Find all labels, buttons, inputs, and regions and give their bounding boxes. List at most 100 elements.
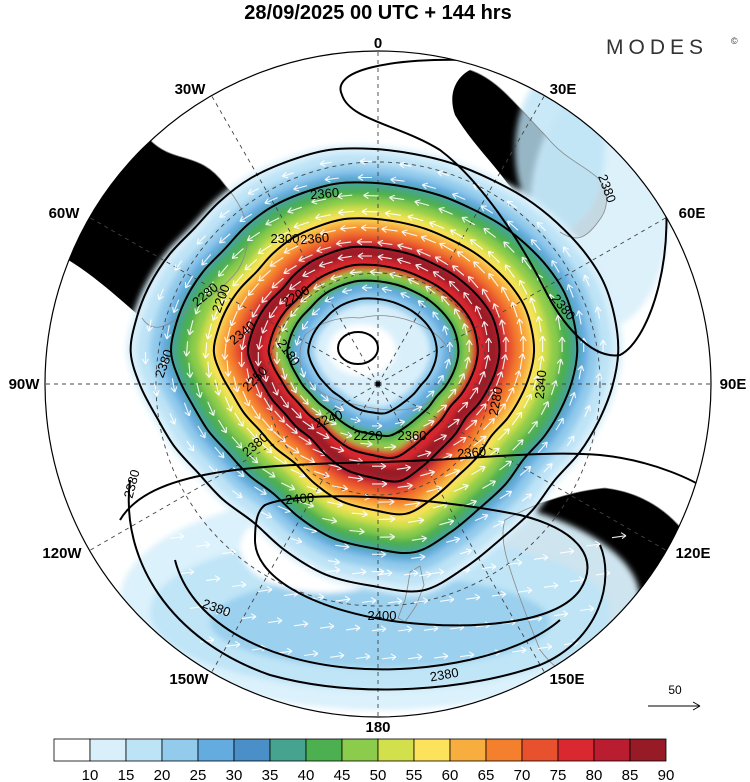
- wind-vector-arrow: [501, 354, 509, 370]
- contour-label: 2300: [271, 231, 300, 246]
- wind-vector-arrow: [195, 541, 211, 548]
- contour-label: 2220: [354, 428, 383, 443]
- wind-vector-arrow: [318, 261, 333, 268]
- wind-vector-arrow: [247, 188, 260, 195]
- wind-vector-arrow: [336, 192, 353, 200]
- wind-vector-arrow: [337, 254, 352, 262]
- wind-vector-arrow: [456, 251, 471, 262]
- wind-vector-arrow: [221, 343, 229, 360]
- wind-vector-arrow: [579, 605, 595, 612]
- wind-vector-arrow: [275, 335, 282, 348]
- africa-coast: [469, 69, 607, 239]
- wind-vector-arrow: [505, 387, 515, 403]
- wind-vector-arrow: [433, 434, 447, 442]
- wind-vector-arrow: [290, 307, 299, 318]
- colorbar-tick-label: 65: [478, 767, 495, 782]
- wind-vector-arrow: [583, 274, 590, 287]
- wind-vector-arrow: [537, 643, 553, 651]
- wind-vector-arrow: [311, 197, 327, 205]
- wind-vector-arrow: [434, 256, 449, 266]
- wind-vector-arrow: [433, 652, 449, 660]
- wind-vector-arrow: [543, 581, 559, 589]
- wind-vector-arrow: [316, 431, 330, 440]
- wind-vector-arrow: [254, 383, 263, 399]
- wind-vector-arrow: [423, 419, 435, 427]
- wind-vector-arrow: [495, 371, 504, 386]
- wind-vector-arrow: [512, 439, 524, 451]
- wind-vector-arrow: [369, 268, 383, 276]
- wind-vector-arrow: [263, 397, 273, 412]
- colorbar-swatch: [557, 738, 595, 762]
- wind-vector-arrow: [355, 653, 371, 660]
- wind-vector-arrow: [483, 354, 491, 369]
- height-contour: [127, 479, 607, 691]
- wind-vector-arrow: [331, 484, 349, 492]
- wind-vector-arrow: [250, 405, 261, 420]
- wind-vector-arrow: [273, 430, 286, 443]
- wind-vector-arrow: [217, 264, 229, 277]
- wind-vector-arrow: [481, 288, 491, 303]
- longitude-label: 120W: [42, 545, 82, 562]
- wind-vector-arrow: [566, 435, 575, 447]
- contour-label: 2360: [457, 444, 487, 461]
- wind-vector-arrow: [459, 548, 473, 555]
- wind-vector-arrow: [453, 436, 467, 446]
- wind-vector-arrow: [390, 176, 405, 184]
- wind-vector-arrow: [411, 535, 428, 543]
- wind-vector-arrow: [533, 553, 549, 561]
- wind-vector-arrow: [300, 236, 317, 244]
- wind-vector-arrow: [513, 370, 522, 387]
- wind-vector-arrow: [224, 360, 232, 377]
- contour-label: 2400: [368, 608, 397, 623]
- south-pole-marker: [375, 381, 381, 387]
- wind-vector-arrow: [273, 231, 289, 240]
- wind-vector-arrow: [553, 610, 569, 618]
- height-contours: [119, 58, 711, 691]
- wind-vector-arrow: [169, 532, 185, 540]
- wind-vector-arrow: [340, 431, 353, 439]
- wind-vector-arrow: [261, 418, 274, 432]
- wind-vector-arrow: [451, 265, 465, 276]
- wind-vector-arrow: [501, 286, 510, 302]
- wind-vector-arrow: [416, 248, 431, 257]
- colorbar-tick-label: 70: [514, 767, 531, 782]
- colorbar-tick-label: 75: [550, 767, 567, 782]
- height-contour: [129, 147, 620, 593]
- wind-vector-arrow: [199, 636, 215, 644]
- wind-vector-arrow: [302, 269, 316, 278]
- wind-vector-arrow: [396, 464, 412, 472]
- wind-vector-arrow: [280, 395, 289, 409]
- wind-vector-arrow: [283, 245, 299, 254]
- wind-vector-arrow: [152, 383, 160, 397]
- wind-vector-arrow: [401, 229, 418, 237]
- wind-vector-arrow: [403, 569, 419, 577]
- wind-vector-arrow: [207, 401, 216, 417]
- wind-vector-arrow: [539, 335, 547, 352]
- wind-vector-arrow: [334, 405, 345, 412]
- wind-vector-arrow: [271, 277, 284, 289]
- wind-vector-arrow: [302, 420, 315, 430]
- wind-vector-arrow: [157, 288, 165, 301]
- wind-vector-arrow: [384, 210, 401, 218]
- wind-vector-arrow: [465, 419, 478, 431]
- wind-vector-arrow: [309, 381, 316, 391]
- wind-vector-arrow: [536, 221, 546, 232]
- south-america-coast: [141, 139, 249, 328]
- wind-vector-arrow: [436, 404, 448, 413]
- wind-vector-arrow: [285, 443, 300, 454]
- wind-vector-arrow: [311, 407, 322, 416]
- colorbar-tick-label: 85: [622, 767, 639, 782]
- wind-vector-arrow: [324, 296, 335, 303]
- wind-vector-arrow: [532, 374, 540, 391]
- colorbar-tick-label: 60: [442, 767, 459, 782]
- wind-vector-arrow: [439, 595, 455, 603]
- wind-vector-arrow: [412, 405, 423, 412]
- wind-vector-arrow: [566, 283, 574, 298]
- wind-vector-arrow: [319, 622, 335, 630]
- wind-vector-arrow: [186, 440, 195, 452]
- wind-vector-arrow: [372, 480, 388, 488]
- wind-vector-arrow: [372, 422, 383, 430]
- wind-vector-arrow: [290, 537, 303, 544]
- wind-vector-arrow: [439, 518, 455, 526]
- wind-vector-arrow: [562, 246, 571, 258]
